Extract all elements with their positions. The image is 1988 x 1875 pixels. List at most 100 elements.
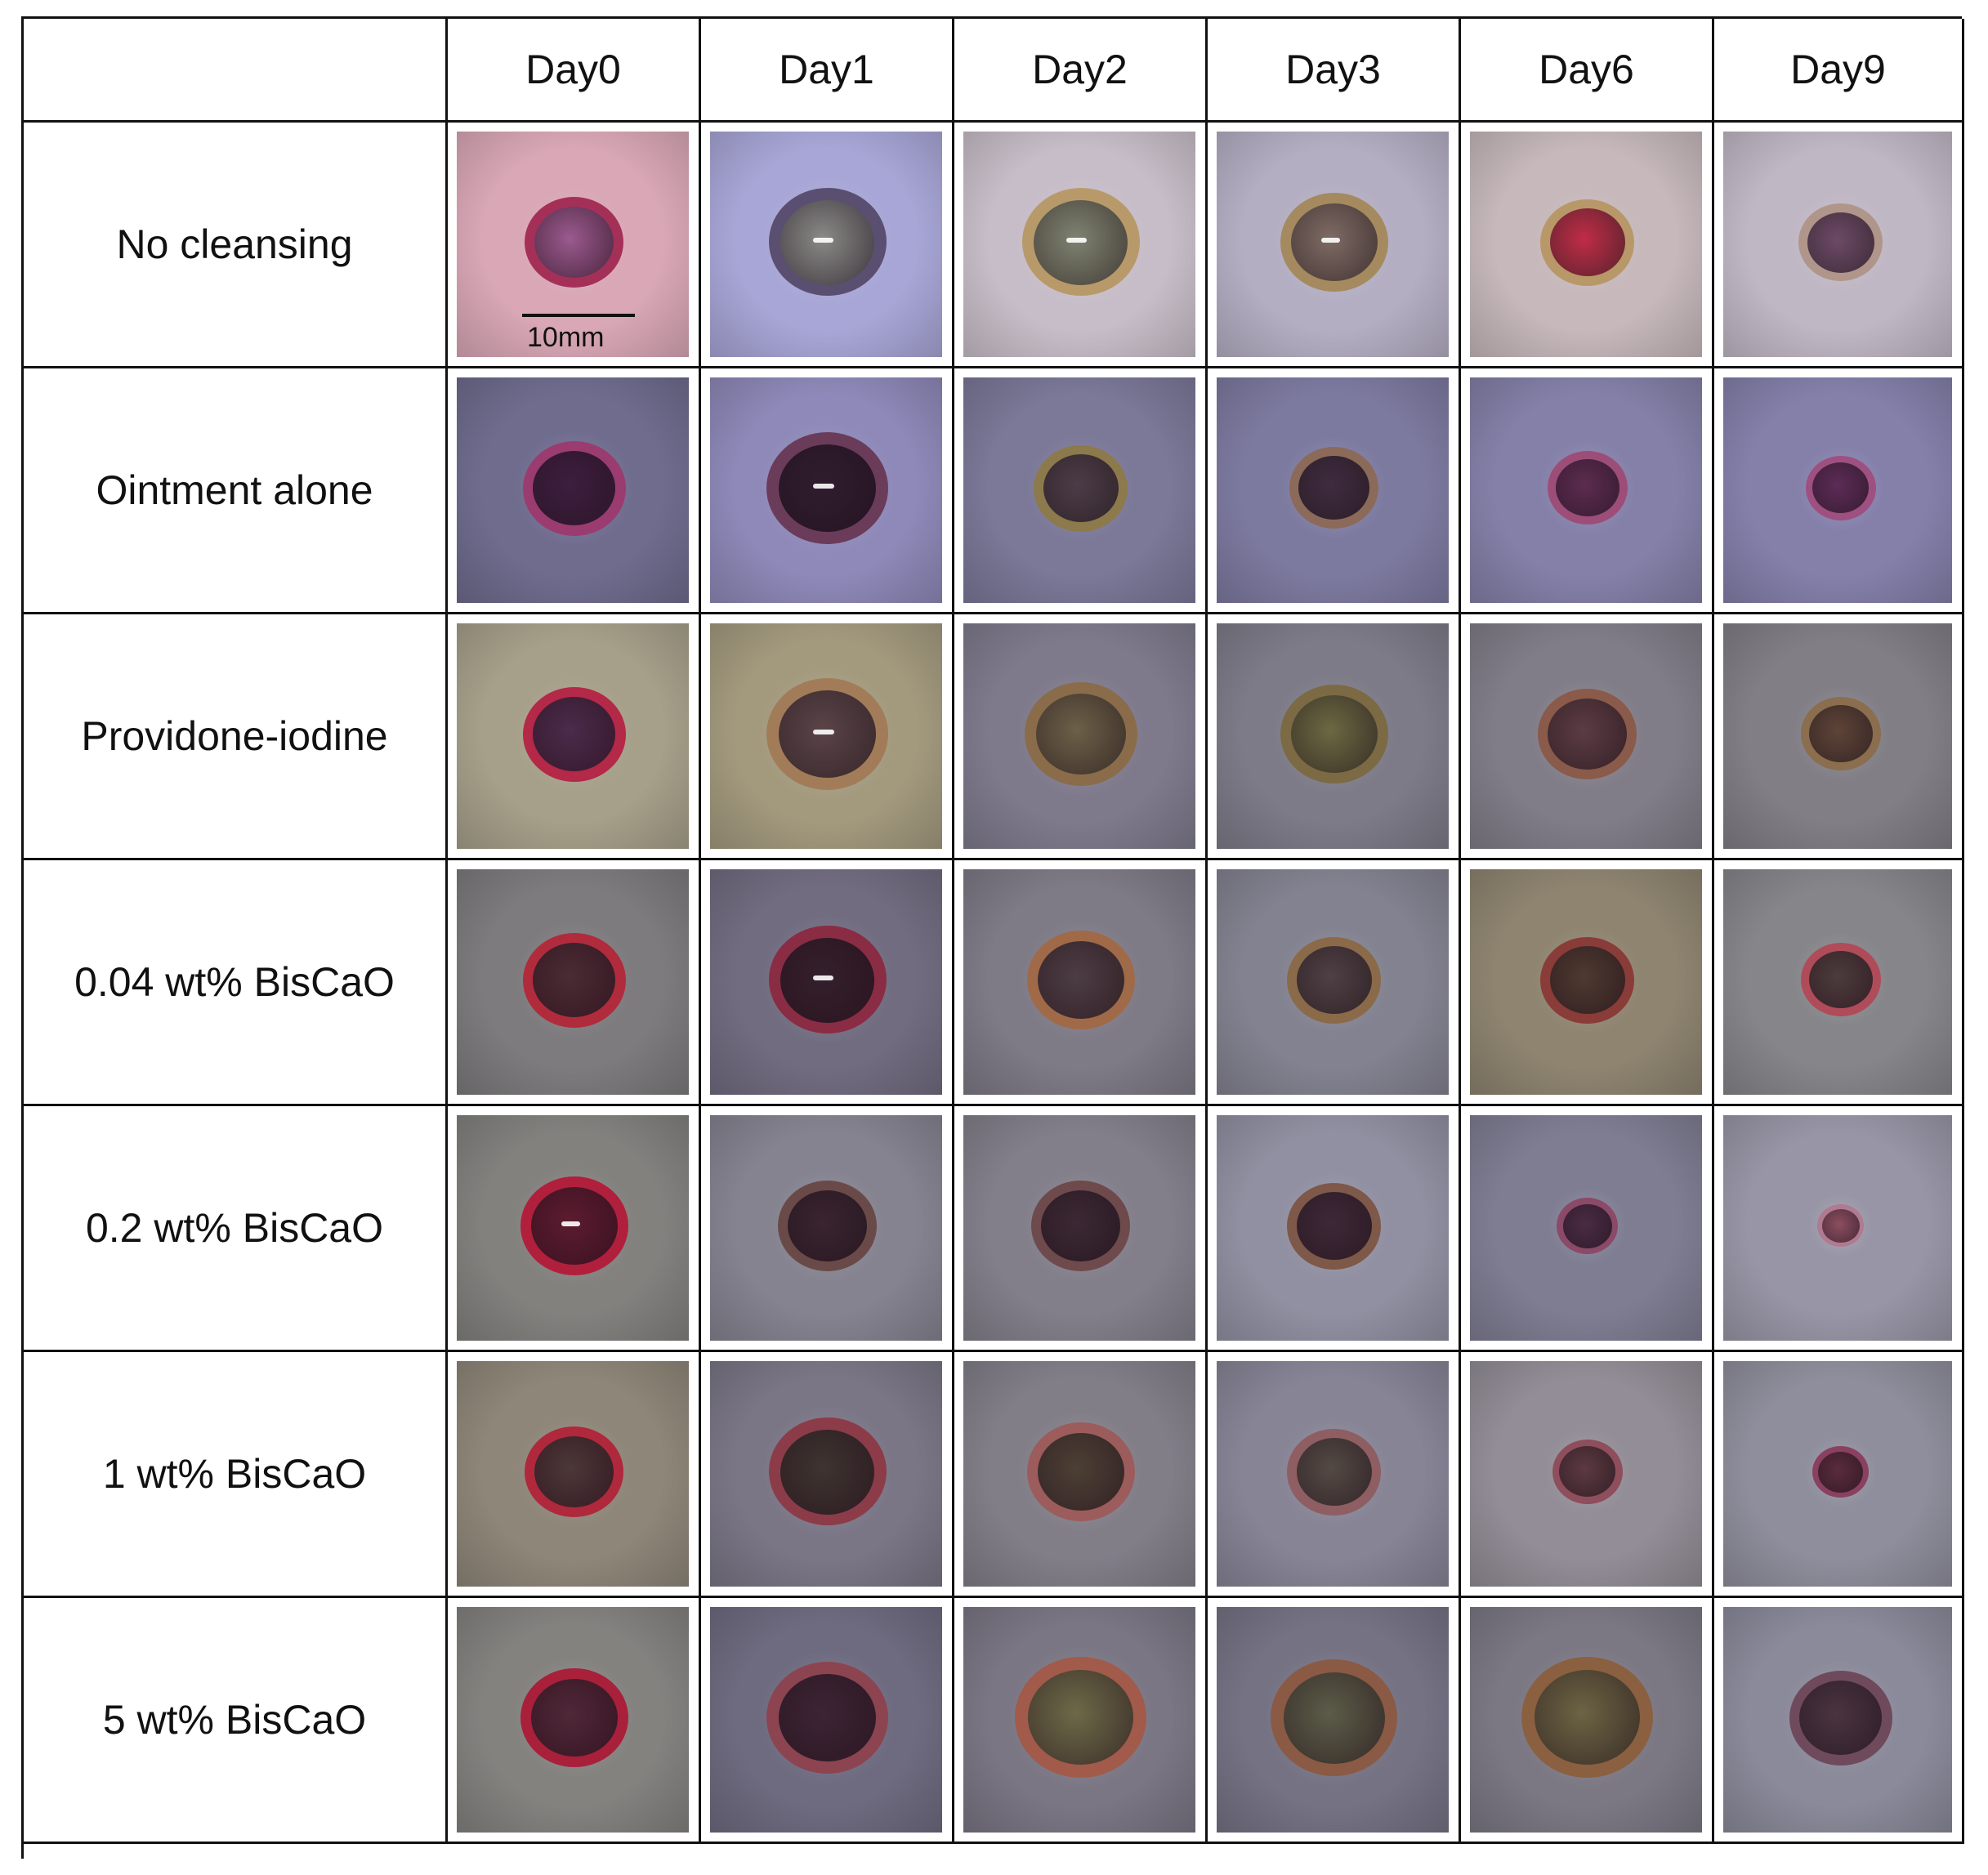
wound-bed	[1290, 694, 1378, 773]
wound-photo	[710, 132, 942, 357]
day-label: Day3	[1285, 47, 1381, 92]
skin-background	[1470, 1361, 1702, 1587]
wound-bed	[1296, 946, 1372, 1015]
wound-comparison-grid: Day0 Day1 Day2 Day3 Day6 Day9 No cleansi…	[21, 16, 1964, 1859]
photo-cell	[954, 614, 1208, 860]
skin-background	[1470, 377, 1702, 603]
day-label: Day9	[1790, 47, 1886, 92]
skin-background	[1723, 132, 1952, 357]
photo-cell	[1461, 123, 1714, 368]
treatment-label: 0.2 wt% BisCaO	[85, 1205, 383, 1251]
specular-highlight	[1066, 237, 1088, 243]
wound-photo	[1723, 132, 1952, 357]
photo-cell	[954, 123, 1208, 368]
wound-photo	[1470, 869, 1702, 1095]
header-day6: Day6	[1461, 19, 1714, 123]
photo-cell	[1461, 614, 1714, 860]
photo-cell	[1714, 1352, 1964, 1598]
photo-cell	[1208, 1106, 1461, 1352]
wound-bed	[1807, 212, 1874, 273]
skin-background	[963, 132, 1195, 357]
scale-bar	[522, 314, 635, 317]
wound-bed	[780, 1429, 874, 1515]
header-corner	[24, 19, 448, 123]
skin-background	[1217, 132, 1449, 357]
wound-photo	[963, 869, 1195, 1095]
wound-bed	[1296, 1192, 1372, 1261]
wound-bed	[1283, 1672, 1385, 1764]
wound-bed	[1562, 1203, 1612, 1248]
row-label-cell: Ointment alone	[24, 368, 448, 614]
wound-photo	[1470, 1361, 1702, 1587]
wound-photo	[457, 1607, 689, 1833]
treatment-label: 0.04 wt% BisCaO	[74, 959, 395, 1005]
wound-bed	[1555, 459, 1619, 517]
specular-highlight	[813, 975, 834, 980]
wound-bed	[1028, 1670, 1133, 1766]
photo-cell	[1461, 1106, 1714, 1352]
row-label-cell: 0.2 wt% BisCaO	[24, 1106, 448, 1352]
photo-cell	[1208, 1598, 1461, 1844]
wound-bed	[1548, 698, 1627, 770]
skin-background	[710, 377, 942, 603]
wound-photo	[1217, 623, 1449, 849]
wound-bed	[534, 206, 614, 278]
photo-cell	[1208, 1352, 1461, 1598]
specular-highlight	[1320, 237, 1340, 243]
photo-cell	[701, 1598, 954, 1844]
day-label: Day2	[1032, 47, 1128, 92]
wound-bed	[1035, 694, 1126, 775]
wound-bed	[780, 199, 874, 285]
row-label-cell: 1 wt% BisCaO	[24, 1352, 448, 1598]
photo-cell	[1208, 860, 1461, 1106]
wound-photo	[710, 1607, 942, 1833]
wound-photo	[1723, 623, 1952, 849]
wound-bed	[1818, 1451, 1863, 1493]
wound-photo	[1470, 132, 1702, 357]
photo-cell	[1208, 123, 1461, 368]
wound-photo	[1217, 1607, 1449, 1833]
day-label: Day0	[525, 47, 621, 92]
wound-photo	[1723, 1361, 1952, 1587]
skin-background	[710, 869, 942, 1095]
wound-bed	[1549, 208, 1625, 277]
wound-photo	[963, 377, 1195, 603]
wound-bed	[534, 1435, 614, 1507]
wound-bed	[1808, 951, 1873, 1009]
wound-bed	[788, 1190, 867, 1261]
wound-bed	[1549, 946, 1625, 1015]
wound-photo	[963, 132, 1195, 357]
wound-photo	[1723, 1607, 1952, 1833]
wound-bed	[1821, 1208, 1860, 1243]
wound-bed	[1298, 456, 1369, 520]
photo-cell	[701, 1352, 954, 1598]
wound-photo	[1723, 377, 1952, 603]
photo-cell	[1714, 1106, 1964, 1352]
wound-bed	[1041, 1190, 1120, 1261]
header-day0: Day0	[448, 19, 701, 123]
wound-photo	[710, 623, 942, 849]
wound-photo	[1217, 377, 1449, 603]
photo-cell	[1461, 860, 1714, 1106]
header-day9: Day9	[1714, 19, 1964, 123]
wound-photo	[963, 1361, 1195, 1587]
treatment-label: Ointment alone	[96, 467, 373, 513]
wound-photo	[963, 623, 1195, 849]
specular-highlight	[813, 237, 834, 243]
header-day1: Day1	[701, 19, 954, 123]
header-day2: Day2	[954, 19, 1208, 123]
wound-bed	[1296, 1438, 1372, 1507]
wound-photo	[1470, 623, 1702, 849]
wound-bed	[1043, 454, 1119, 523]
wound-bed	[779, 1673, 876, 1761]
wound-photo	[1723, 1115, 1952, 1341]
wound-bed	[530, 1678, 618, 1757]
photo-cell	[1714, 123, 1964, 368]
scale-bar-label: 10mm	[527, 322, 605, 353]
wound-photo	[963, 1115, 1195, 1341]
wound-bed	[1034, 199, 1128, 285]
wound-photo	[457, 377, 689, 603]
treatment-label: 5 wt% BisCaO	[102, 1697, 367, 1743]
wound-photo	[1217, 869, 1449, 1095]
photo-cell	[701, 368, 954, 614]
